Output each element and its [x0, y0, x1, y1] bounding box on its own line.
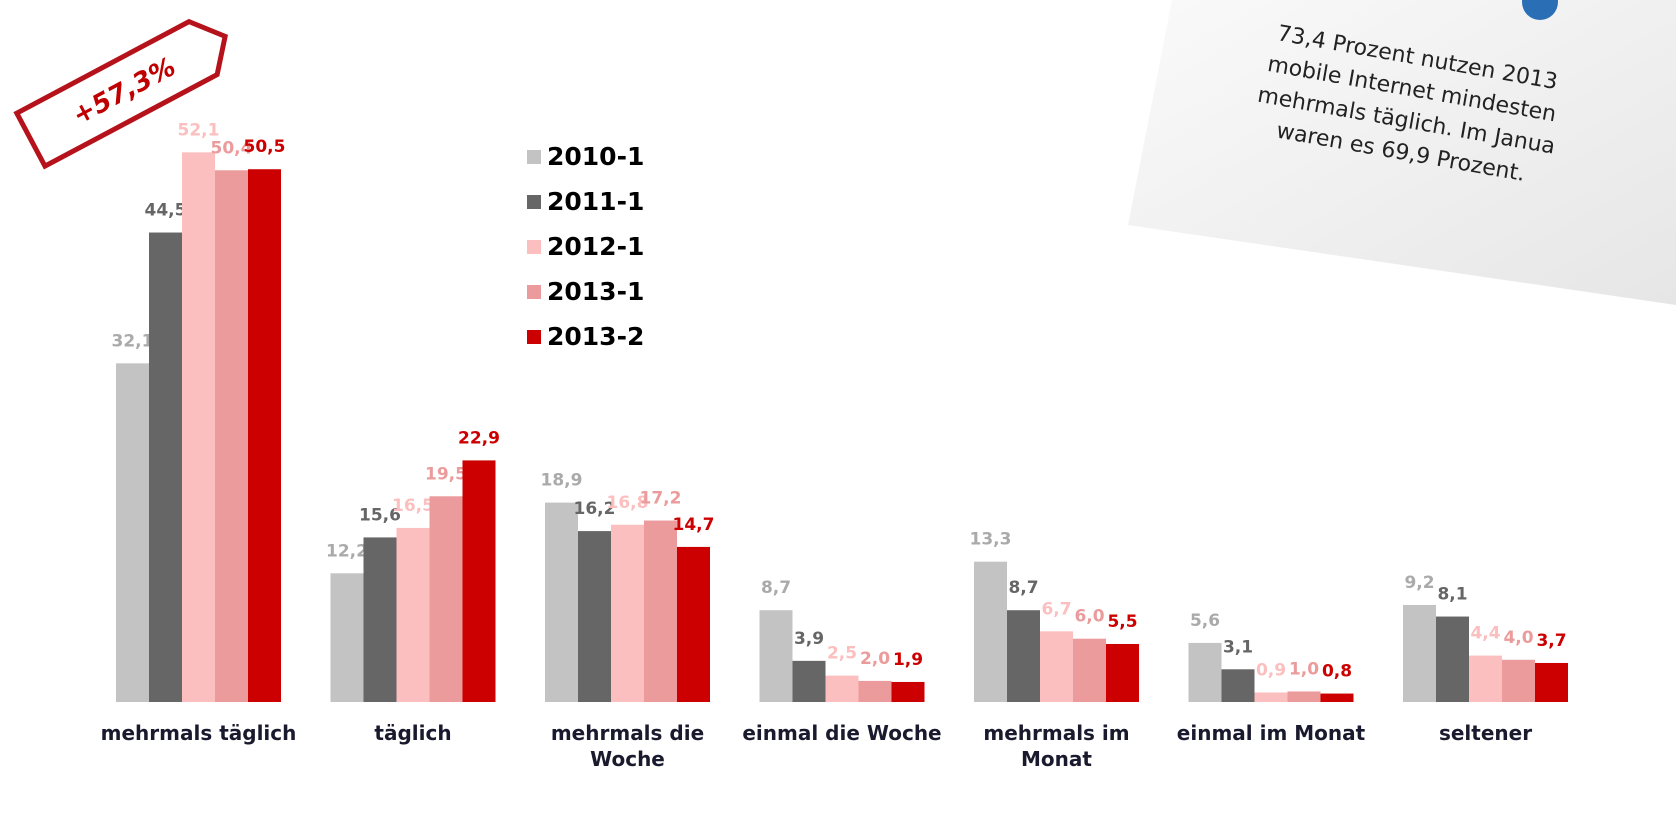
value-label: 0,9	[1256, 661, 1286, 681]
bar	[429, 496, 463, 702]
x-tick-label: mehrmals täglich	[100, 721, 297, 745]
value-label: 17,2	[640, 489, 682, 509]
x-tick-label: mehrmals die Woche	[550, 721, 705, 771]
bar	[330, 573, 364, 702]
bar	[611, 524, 644, 702]
legend-label: 2012-1	[547, 232, 644, 261]
value-label: 12,2	[326, 541, 368, 561]
bar	[1007, 610, 1040, 702]
value-label: 18,9	[541, 471, 583, 491]
value-label: 3,9	[794, 629, 824, 649]
value-label: 15,6	[359, 505, 401, 525]
bar	[1188, 642, 1222, 702]
legend-label: 2013-2	[547, 322, 644, 351]
legend-label: 2013-1	[547, 277, 644, 306]
bar	[462, 460, 496, 702]
value-label: 1,0	[1289, 659, 1319, 679]
x-tick-label: einmal die Woche	[742, 721, 942, 745]
bar	[149, 232, 182, 702]
bar	[1254, 692, 1288, 702]
value-label: 2,5	[827, 644, 857, 664]
bar	[1502, 659, 1535, 702]
bar	[1535, 662, 1568, 702]
value-label: 2,0	[860, 649, 890, 669]
legend-swatch	[527, 150, 541, 164]
value-label: 4,0	[1503, 628, 1533, 648]
bar	[363, 537, 397, 702]
value-label: 16,5	[392, 496, 434, 516]
bar	[182, 152, 215, 703]
value-label: 8,1	[1437, 585, 1467, 605]
value-label: 13,3	[970, 530, 1012, 550]
x-tick-label: einmal im Monat	[1176, 721, 1366, 745]
bar	[1287, 691, 1321, 702]
bar	[1106, 643, 1139, 702]
value-label: 8,7	[1008, 578, 1038, 598]
legend-label: 2010-1	[547, 142, 644, 171]
value-label: 9,2	[1404, 573, 1434, 593]
bar	[858, 680, 892, 702]
value-label: 50,5	[244, 137, 286, 157]
bar	[215, 170, 248, 702]
value-label: 16,8	[607, 493, 649, 513]
pin	[1522, 0, 1558, 20]
annotation-tag: +57,3%	[13, 18, 228, 170]
value-label: 5,6	[1190, 611, 1220, 631]
value-label: 8,7	[761, 578, 791, 598]
bar	[578, 531, 611, 702]
value-label: 5,5	[1107, 612, 1137, 632]
value-label: 14,7	[673, 515, 715, 535]
bar	[1469, 655, 1502, 702]
legend-swatch	[527, 240, 541, 254]
bar	[644, 520, 677, 702]
value-label: 16,2	[574, 499, 616, 519]
bar	[677, 546, 710, 702]
bar	[1221, 669, 1255, 702]
x-tick-label: täglich	[374, 721, 452, 745]
value-label: 4,4	[1470, 624, 1500, 644]
value-label: 3,1	[1223, 637, 1253, 657]
bar	[1436, 616, 1469, 702]
legend-swatch	[527, 330, 541, 344]
legend-swatch	[527, 285, 541, 299]
value-label: 19,5	[425, 464, 467, 484]
value-label: 44,5	[145, 201, 187, 221]
x-tick-label: seltener	[1438, 721, 1533, 745]
value-label: 22,9	[458, 428, 500, 448]
legend-label: 2011-1	[547, 187, 644, 216]
value-label: 6,7	[1041, 599, 1071, 619]
value-label: 32,1	[112, 331, 154, 351]
value-label: 1,9	[893, 650, 923, 670]
note-paper	[1128, 0, 1676, 305]
tag-shape	[13, 18, 228, 170]
bar	[1320, 693, 1354, 702]
x-tick-label: mehrmals im Monat	[983, 721, 1130, 771]
value-label: 0,8	[1322, 662, 1352, 682]
value-label: 50,4	[211, 138, 253, 158]
bar	[974, 561, 1007, 702]
value-label: 3,7	[1536, 631, 1566, 651]
bar	[1040, 631, 1073, 702]
bar	[248, 169, 281, 703]
bar	[545, 502, 578, 702]
bar	[825, 675, 859, 702]
legend-swatch	[527, 195, 541, 209]
value-label: 6,0	[1074, 607, 1104, 627]
bar	[1073, 638, 1106, 702]
bar	[891, 681, 925, 702]
bar	[1403, 604, 1436, 702]
bar	[116, 363, 149, 702]
bar	[759, 610, 793, 702]
value-label: 52,1	[178, 120, 220, 140]
bar	[792, 660, 826, 702]
bar	[396, 527, 430, 702]
